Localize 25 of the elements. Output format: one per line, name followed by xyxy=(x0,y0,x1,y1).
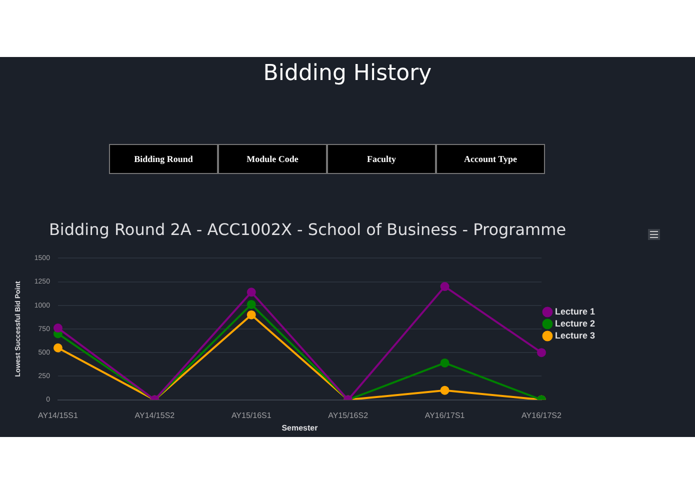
point xyxy=(440,386,450,395)
x-axis-title: Semester xyxy=(282,423,318,432)
x-tick-label: AY15/16S2 xyxy=(328,410,369,420)
text: Account Type xyxy=(436,144,545,174)
legend-label: Lecture 1 xyxy=(554,306,596,316)
text: Bidding Round xyxy=(109,144,218,174)
point xyxy=(536,348,546,358)
point xyxy=(440,282,450,292)
legend-label: Lecture 2 xyxy=(554,318,596,328)
point xyxy=(246,300,256,309)
point xyxy=(246,288,256,297)
point xyxy=(53,324,62,333)
x-tick-label: AY16/17S2 xyxy=(522,410,562,420)
point xyxy=(440,358,450,368)
chart-subtitle: Bidding Round 2A - ACC1002X - School of Business - Programme xyxy=(48,220,566,239)
x-tick-label: AY15/16S1 xyxy=(231,410,272,420)
point xyxy=(246,310,256,320)
x-tick-label: AY16/17S1 xyxy=(424,410,466,420)
text: Faculty xyxy=(327,144,436,174)
x-tick-label: AY14/15S1 xyxy=(38,410,78,420)
text: Module Code xyxy=(218,144,327,174)
chart-title: Bidding History xyxy=(262,61,433,86)
x-tick-label: AY14/15S2 xyxy=(134,410,176,420)
point xyxy=(53,343,62,352)
legend-label: Lecture 3 xyxy=(554,330,596,340)
